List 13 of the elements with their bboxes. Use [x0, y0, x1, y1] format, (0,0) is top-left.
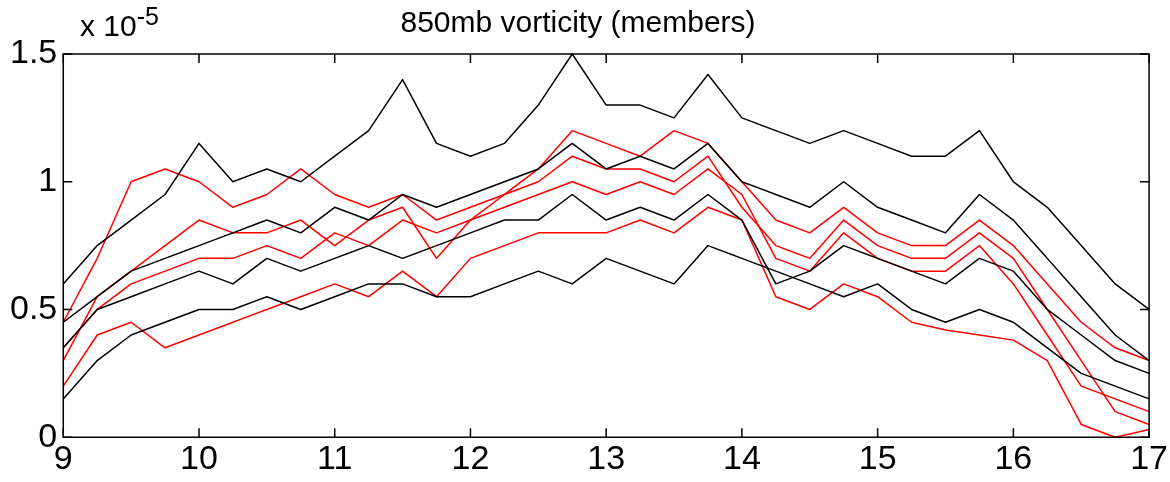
x-tick-label: 15 — [858, 437, 897, 476]
y-tick-label: 0.5 — [10, 287, 58, 326]
x-tick-label: 10 — [180, 437, 218, 476]
x-tick-label: 12 — [451, 437, 490, 476]
x-tick-label: 11 — [317, 437, 353, 476]
y-tick-label: 1 — [38, 160, 58, 199]
chart-title: 850mb vorticity (members) — [400, 5, 756, 39]
x-tick-label: 13 — [587, 437, 626, 476]
y-tick-label: 1.5 — [10, 32, 58, 71]
text: x 10$^{-5}$ — [80, 2, 159, 43]
x-tick-label: 14 — [722, 437, 761, 476]
x-tick-label: 16 — [994, 437, 1033, 476]
x-tick-label: 17 — [1130, 437, 1168, 476]
